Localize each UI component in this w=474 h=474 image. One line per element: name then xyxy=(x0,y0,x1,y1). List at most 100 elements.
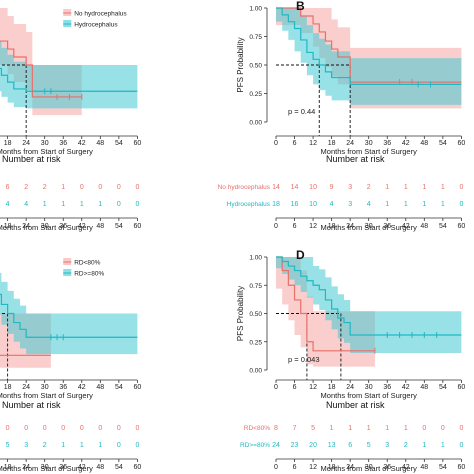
x-tick-label: 60 xyxy=(134,384,142,391)
x-tick-label: 48 xyxy=(96,384,104,391)
risk-count: 0 xyxy=(80,425,84,432)
risk-count: 3 xyxy=(348,201,352,208)
x-tick-label: 24 xyxy=(22,384,30,391)
x-tick-label: 54 xyxy=(115,384,123,391)
risk-count: 10 xyxy=(309,184,317,191)
risk-row-label: RD<80% xyxy=(244,425,270,432)
risk-count: 1 xyxy=(43,201,47,208)
risk-row-label: No hydrocephalus xyxy=(218,184,271,191)
risk-count: 1 xyxy=(422,201,426,208)
risk-x-tick-label: 60 xyxy=(134,464,142,471)
risk-x-tick-label: 18 xyxy=(328,223,336,230)
x-tick-label: 30 xyxy=(41,140,49,147)
y-tick-label: 0.25 xyxy=(249,91,262,98)
risk-count: 1 xyxy=(404,184,408,191)
y-tick-label: 0.50 xyxy=(249,311,262,318)
risk-count: 1 xyxy=(61,442,65,449)
survival-curve-1 xyxy=(0,40,82,98)
risk-count: 20 xyxy=(309,442,317,449)
x-axis-label: Months from Start of Surgery xyxy=(0,391,93,400)
risk-count: 0 xyxy=(43,425,47,432)
x-tick-label: 36 xyxy=(383,384,391,391)
risk-x-tick-label: 54 xyxy=(115,464,123,471)
risk-count: 8 xyxy=(274,425,278,432)
risk-count: 0 xyxy=(459,201,463,208)
risk-count: 0 xyxy=(117,442,121,449)
risk-x-tick-label: 48 xyxy=(96,223,104,230)
risk-x-tick-label: 54 xyxy=(115,223,123,230)
risk-count: 1 xyxy=(80,442,84,449)
risk-x-tick-label: 42 xyxy=(402,223,410,230)
risk-count: 16 xyxy=(291,201,299,208)
x-tick-label: 42 xyxy=(78,384,86,391)
risk-count: 1 xyxy=(61,184,65,191)
risk-count: 5 xyxy=(311,425,315,432)
x-tick-label: 6 xyxy=(293,384,297,391)
risk-count: 1 xyxy=(422,442,426,449)
x-tick-label: 54 xyxy=(439,384,447,391)
risk-count: 24 xyxy=(272,442,280,449)
y-tick-label: 0.75 xyxy=(249,283,262,290)
y-tick-label: 0.75 xyxy=(249,34,262,41)
x-tick-label: 36 xyxy=(59,384,67,391)
risk-x-tick-label: 0 xyxy=(274,464,278,471)
y-tick-label: 1.00 xyxy=(249,6,262,13)
risk-x-tick-label: 60 xyxy=(458,223,466,230)
survival-curve-2 xyxy=(0,293,138,338)
risk-count: 10 xyxy=(309,201,317,208)
risk-count: 18 xyxy=(272,201,280,208)
risk-x-tick-label: 24 xyxy=(346,464,354,471)
risk-count: 14 xyxy=(291,184,299,191)
risk-x-tick-label: 48 xyxy=(420,464,428,471)
risk-count: 1 xyxy=(404,201,408,208)
risk-x-tick-label: 42 xyxy=(402,464,410,471)
risk-table-title: Number at risk xyxy=(2,154,61,164)
risk-count: 1 xyxy=(441,184,445,191)
risk-x-tick-label: 42 xyxy=(78,223,86,230)
x-tick-label: 24 xyxy=(346,140,354,147)
risk-count: 2 xyxy=(43,184,47,191)
x-tick-label: 48 xyxy=(96,140,104,147)
risk-x-tick-label: 12 xyxy=(309,223,317,230)
risk-count: 1 xyxy=(98,201,102,208)
ci-band-2 xyxy=(276,8,462,105)
risk-count: 1 xyxy=(330,425,334,432)
x-tick-label: 54 xyxy=(115,140,123,147)
risk-x-tick-label: 24 xyxy=(346,223,354,230)
risk-x-tick-label: 48 xyxy=(420,223,428,230)
y-axis-label: PFS Probability xyxy=(236,37,245,92)
risk-count: 0 xyxy=(135,442,139,449)
risk-count: 13 xyxy=(328,442,336,449)
risk-x-axis-label: Months from Start of Surgery xyxy=(0,223,93,232)
risk-count: 1 xyxy=(61,201,65,208)
risk-count: 0 xyxy=(117,425,121,432)
risk-count: 0 xyxy=(117,201,121,208)
x-axis-label: Months from Start of Surgery xyxy=(321,147,418,156)
risk-x-tick-label: 6 xyxy=(293,223,297,230)
risk-count: 1 xyxy=(422,184,426,191)
x-tick-label: 30 xyxy=(365,140,373,147)
risk-count: 23 xyxy=(291,442,299,449)
legend-label: Hydrocephalus xyxy=(74,22,118,29)
x-tick-label: 30 xyxy=(365,384,373,391)
x-tick-label: 30 xyxy=(41,384,49,391)
risk-x-axis-label: Months from Start of Surgery xyxy=(0,464,93,473)
survival-curve-2 xyxy=(276,7,462,85)
risk-count: 0 xyxy=(459,442,463,449)
risk-count: 9 xyxy=(330,184,334,191)
risk-count: 0 xyxy=(441,425,445,432)
x-tick-label: 0 xyxy=(274,384,278,391)
y-tick-label: 0.00 xyxy=(249,120,262,127)
x-tick-label: 48 xyxy=(420,140,428,147)
x-tick-label: 24 xyxy=(22,140,30,147)
risk-count: 2 xyxy=(24,184,28,191)
risk-count: 0 xyxy=(135,425,139,432)
x-tick-label: 60 xyxy=(458,384,466,391)
risk-count: 3 xyxy=(385,442,389,449)
risk-x-tick-label: 18 xyxy=(328,464,336,471)
risk-x-tick-label: 60 xyxy=(134,223,142,230)
